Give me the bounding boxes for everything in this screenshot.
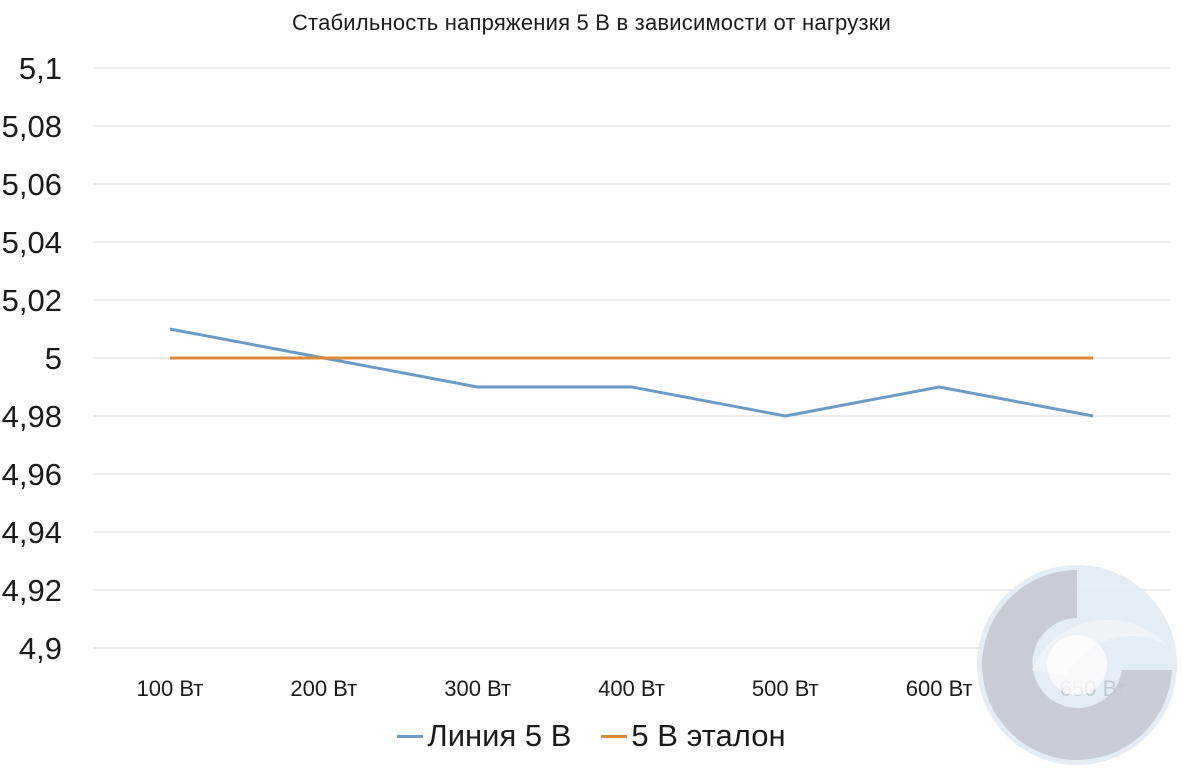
y-tick-label: 5,06: [2, 167, 62, 202]
y-tick-label: 5: [45, 341, 62, 376]
y-tick-label: 5,08: [2, 109, 62, 144]
legend-swatch-line-5v: [397, 734, 424, 738]
y-tick-label: 5,02: [2, 283, 62, 318]
y-tick-label: 5,1: [19, 51, 62, 86]
y-tick-label: 4,94: [2, 515, 62, 550]
y-tick-label: 4,92: [2, 573, 62, 608]
chart-title: Стабильность напряжения 5 В в зависимост…: [291, 10, 892, 35]
legend-label-reference-5v: 5 В эталон: [631, 718, 786, 753]
chart-legend: Линия 5 В 5 В эталон: [0, 718, 1183, 754]
x-tick-label: 100 Вт: [137, 676, 204, 701]
x-tick-label: 200 Вт: [290, 676, 357, 701]
legend-item-reference-5v: 5 В эталон: [601, 718, 786, 754]
watermark-logo: [977, 565, 1177, 765]
legend-swatch-reference-5v: [601, 734, 628, 738]
y-tick-label: 4,96: [2, 457, 62, 492]
x-tick-label: 600 Вт: [906, 676, 973, 701]
y-tick-label: 4,9: [19, 631, 62, 666]
y-tick-label: 5,04: [2, 225, 62, 260]
series-line-line-5v: [169, 327, 1094, 418]
x-tick-label: 400 Вт: [598, 676, 665, 701]
legend-label-line-5v: Линия 5 В: [427, 718, 572, 753]
y-tick-label: 4,98: [2, 399, 62, 434]
x-tick-label: 500 Вт: [752, 676, 819, 701]
legend-item-line-5v: Линия 5 В: [397, 718, 571, 754]
x-tick-label: 300 Вт: [444, 676, 511, 701]
